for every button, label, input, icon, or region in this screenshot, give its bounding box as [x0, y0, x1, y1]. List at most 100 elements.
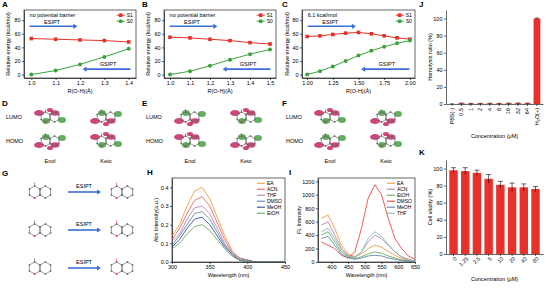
y-tick: 0.2 [161, 222, 172, 228]
panel-label: J [419, 0, 423, 9]
y-tick: 20 [292, 58, 302, 64]
y-tick: 80 [154, 17, 164, 23]
y-tick: 0 [157, 72, 164, 78]
x-tick: 1.4 [125, 78, 133, 86]
series-line [172, 197, 285, 262]
tick-label: 60 [14, 31, 20, 37]
x-tick: 40 [520, 254, 529, 264]
tick-label: 2.5 [472, 256, 482, 266]
data-point [305, 73, 309, 77]
x-axis-title: R(O-H)(Å) [67, 88, 92, 94]
data-point [305, 35, 309, 39]
tick-label: 1.3 [101, 80, 109, 86]
tick-mark [22, 61, 24, 62]
orbital-lobe [338, 135, 346, 141]
tick-label: 1.25 [328, 80, 339, 86]
orbital-lobe [58, 135, 66, 141]
line-chart: 3003504004500.00.10.20.30.4EAACNTHFDMSOM… [153, 178, 290, 278]
molecule [111, 258, 134, 275]
data-point [268, 47, 272, 51]
orbital-lobe [47, 146, 53, 150]
tick-label: 80 [154, 17, 160, 23]
panel-label: K [419, 148, 425, 157]
y-tick: 0.1 [161, 241, 172, 247]
data-point [54, 37, 58, 41]
y-tick: 0.4 [161, 185, 172, 191]
tick-mark [518, 104, 519, 106]
tick-label: 60 [292, 31, 298, 37]
tick-label: 0.2 [161, 222, 169, 228]
tick-label: 100 [433, 16, 442, 22]
tick-label: 1200 [302, 179, 314, 185]
tick-mark [300, 34, 302, 35]
orbital-lobe [187, 132, 193, 136]
axis-line [318, 179, 319, 263]
tick-mark [444, 186, 446, 187]
annotation: ESIPT [44, 19, 61, 25]
tick-mark [508, 104, 509, 106]
tick-mark [444, 203, 446, 204]
y-tick: 40 [436, 67, 446, 73]
annotation: GSIPT [240, 61, 257, 67]
data-point [369, 49, 373, 53]
series-line [172, 217, 285, 262]
y-tick: 80 [292, 17, 302, 23]
orbital-lobe [230, 142, 240, 148]
orbital-label: HOMO [286, 138, 304, 144]
tick-label: 0.3 [161, 203, 169, 209]
tick-label: 40 [436, 67, 442, 73]
orbital-lobe [338, 117, 346, 123]
tick-label: 1000 [302, 192, 314, 198]
error-bar [507, 103, 511, 104]
orbital-lobe [34, 110, 44, 116]
x-tick: 300 [168, 262, 177, 270]
y-tick: 0.0 [161, 259, 172, 265]
tick-mark [444, 220, 446, 221]
tick-label: 80 [436, 33, 442, 39]
plot-area [29, 37, 130, 77]
legend-swatch [257, 213, 265, 214]
error-bar [535, 18, 539, 20]
tick-label: 0 [311, 259, 314, 265]
orbital-lobe [174, 134, 184, 140]
bar [496, 185, 504, 254]
tick-mark [444, 87, 446, 88]
plot-area [449, 168, 539, 254]
form-label: Keto [240, 158, 251, 164]
tick-mark [444, 53, 446, 54]
orbital-label: HOMO [6, 138, 24, 144]
bar [505, 103, 512, 104]
molecule [29, 182, 52, 199]
legend-label: EtOH [267, 210, 280, 216]
orbital-lobe [243, 108, 249, 112]
form-label: Enol [44, 158, 55, 164]
tick-mark [316, 208, 318, 209]
tick-label: 800 [305, 206, 314, 212]
tick-mark [444, 169, 446, 170]
tick-label: 100 [433, 166, 442, 172]
orbital-lobe [198, 141, 206, 147]
tick-mark [316, 235, 318, 236]
y-axis: 020040060080010001200 [302, 179, 318, 266]
annotation: no potential barrier [30, 12, 76, 18]
legend-label: S0 [127, 18, 133, 24]
tick-mark [170, 243, 172, 244]
tick-label: 64 [524, 108, 530, 114]
plot-frame [302, 10, 415, 78]
tick-label: 1.00 [302, 80, 313, 86]
tick-mark [444, 19, 446, 20]
tick-mark [22, 20, 24, 21]
y-tick: 40 [14, 45, 24, 51]
data-point [54, 69, 58, 73]
y-tick: 40 [292, 45, 302, 51]
axis-line [447, 254, 544, 255]
legend-marker [259, 13, 263, 17]
tick-label: 8 [496, 108, 502, 111]
scheme-label: ESIPT [76, 221, 93, 227]
error-bar [488, 103, 492, 104]
y-tick: 0 [439, 251, 446, 257]
y-axis: 0.0 0.1 0.2 0.3 0.4 [161, 179, 173, 266]
data-point [408, 39, 412, 43]
y-axis: 020406080 [292, 11, 302, 79]
tick-mark [22, 47, 24, 48]
